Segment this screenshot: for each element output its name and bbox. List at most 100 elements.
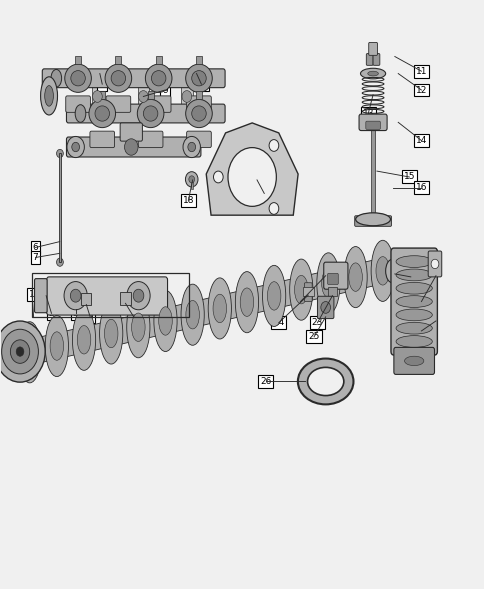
Text: 18: 18 bbox=[182, 196, 194, 205]
FancyBboxPatch shape bbox=[106, 96, 130, 112]
FancyBboxPatch shape bbox=[304, 283, 312, 302]
Text: 14: 14 bbox=[415, 136, 426, 145]
Ellipse shape bbox=[51, 70, 61, 87]
Ellipse shape bbox=[137, 100, 164, 128]
Ellipse shape bbox=[321, 269, 334, 297]
Text: 15: 15 bbox=[403, 173, 414, 181]
Ellipse shape bbox=[18, 322, 41, 383]
Text: 5: 5 bbox=[87, 312, 93, 322]
Ellipse shape bbox=[145, 64, 172, 92]
Ellipse shape bbox=[316, 253, 339, 314]
Ellipse shape bbox=[404, 356, 423, 366]
Text: 4: 4 bbox=[131, 312, 136, 322]
FancyBboxPatch shape bbox=[354, 216, 391, 226]
Circle shape bbox=[10, 340, 30, 363]
Circle shape bbox=[92, 91, 102, 102]
Text: 23: 23 bbox=[311, 318, 322, 327]
Circle shape bbox=[67, 137, 84, 158]
FancyBboxPatch shape bbox=[323, 262, 347, 289]
Circle shape bbox=[133, 289, 144, 302]
FancyBboxPatch shape bbox=[327, 273, 337, 284]
Circle shape bbox=[1, 329, 38, 374]
Ellipse shape bbox=[71, 71, 85, 86]
Circle shape bbox=[124, 139, 138, 155]
Text: 12: 12 bbox=[415, 85, 426, 94]
Ellipse shape bbox=[367, 71, 378, 76]
Ellipse shape bbox=[212, 294, 226, 323]
Ellipse shape bbox=[289, 259, 312, 320]
Ellipse shape bbox=[208, 278, 231, 339]
Ellipse shape bbox=[126, 297, 150, 358]
Circle shape bbox=[138, 91, 148, 102]
Bar bbox=[13, 262, 394, 365]
Text: 19: 19 bbox=[404, 272, 416, 282]
Ellipse shape bbox=[348, 263, 362, 292]
Circle shape bbox=[430, 259, 438, 269]
Ellipse shape bbox=[77, 326, 91, 354]
Text: 6: 6 bbox=[32, 243, 38, 252]
FancyBboxPatch shape bbox=[66, 104, 225, 123]
Ellipse shape bbox=[395, 256, 431, 267]
Ellipse shape bbox=[240, 288, 253, 316]
Polygon shape bbox=[206, 123, 298, 215]
Circle shape bbox=[57, 150, 63, 158]
Ellipse shape bbox=[395, 336, 431, 348]
Ellipse shape bbox=[395, 282, 431, 294]
Ellipse shape bbox=[191, 71, 206, 86]
Bar bbox=[196, 56, 201, 64]
Text: 16: 16 bbox=[415, 183, 426, 192]
FancyBboxPatch shape bbox=[138, 131, 163, 148]
Ellipse shape bbox=[185, 64, 212, 92]
Text: 2: 2 bbox=[48, 309, 54, 318]
FancyBboxPatch shape bbox=[302, 287, 313, 296]
Ellipse shape bbox=[395, 269, 431, 281]
Ellipse shape bbox=[75, 105, 86, 123]
Circle shape bbox=[185, 171, 197, 187]
Text: 3: 3 bbox=[73, 309, 78, 318]
Bar bbox=[91, 82, 103, 111]
Circle shape bbox=[72, 143, 79, 152]
Ellipse shape bbox=[104, 319, 118, 348]
FancyBboxPatch shape bbox=[327, 287, 336, 296]
Ellipse shape bbox=[262, 266, 285, 326]
Bar bbox=[196, 91, 201, 100]
FancyBboxPatch shape bbox=[186, 96, 211, 112]
Bar bbox=[137, 82, 149, 111]
Ellipse shape bbox=[360, 68, 385, 79]
Ellipse shape bbox=[95, 106, 109, 121]
Ellipse shape bbox=[45, 85, 53, 106]
Ellipse shape bbox=[343, 247, 366, 307]
Text: 7: 7 bbox=[32, 253, 38, 262]
Ellipse shape bbox=[131, 313, 145, 342]
Bar bbox=[32, 273, 189, 317]
Text: 20: 20 bbox=[415, 297, 426, 306]
Ellipse shape bbox=[143, 106, 158, 121]
Ellipse shape bbox=[45, 316, 68, 376]
Ellipse shape bbox=[307, 368, 343, 396]
Text: 13: 13 bbox=[362, 109, 373, 118]
FancyBboxPatch shape bbox=[81, 293, 91, 305]
FancyBboxPatch shape bbox=[42, 69, 225, 88]
Bar bbox=[370, 128, 374, 215]
Text: 25: 25 bbox=[308, 332, 319, 341]
FancyBboxPatch shape bbox=[34, 279, 47, 313]
Ellipse shape bbox=[235, 272, 258, 333]
Text: 1: 1 bbox=[29, 290, 35, 299]
Text: 26: 26 bbox=[259, 377, 271, 386]
FancyBboxPatch shape bbox=[358, 114, 386, 131]
Circle shape bbox=[16, 347, 24, 356]
Ellipse shape bbox=[370, 240, 393, 302]
Circle shape bbox=[188, 176, 194, 183]
Text: 9: 9 bbox=[162, 85, 167, 94]
Circle shape bbox=[320, 302, 330, 313]
FancyBboxPatch shape bbox=[66, 96, 90, 112]
Ellipse shape bbox=[375, 257, 389, 285]
Text: 21: 21 bbox=[415, 326, 426, 335]
Ellipse shape bbox=[153, 290, 177, 352]
FancyBboxPatch shape bbox=[317, 296, 333, 319]
Ellipse shape bbox=[395, 296, 431, 307]
Ellipse shape bbox=[89, 100, 115, 128]
Ellipse shape bbox=[23, 338, 36, 366]
Text: 10: 10 bbox=[195, 80, 207, 88]
Circle shape bbox=[127, 282, 150, 310]
